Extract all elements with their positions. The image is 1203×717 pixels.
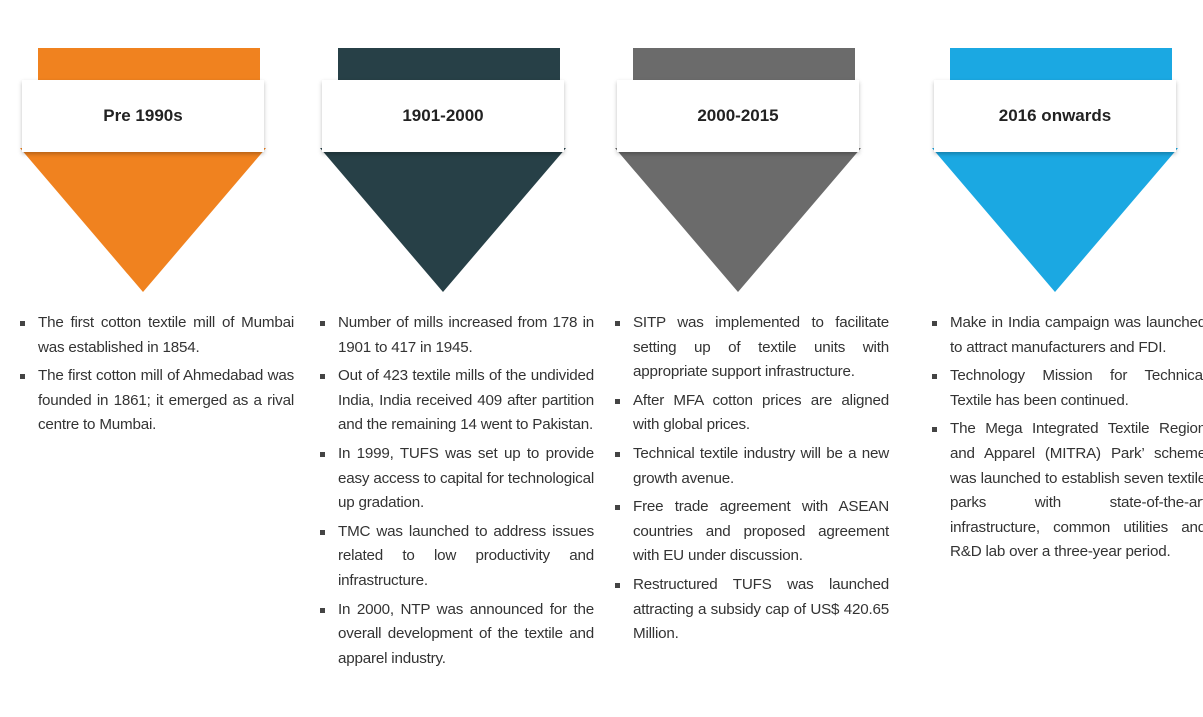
bullet-point: The first cotton textile mill of Mumbai …: [20, 311, 294, 360]
timeline-column: 2000-2015 SITP was implemented to facilit…: [615, 0, 905, 717]
timeline-column: 1901-2000 Number of mills increased from …: [320, 0, 610, 717]
column-title: 2016 onwards: [934, 80, 1176, 152]
bullet-point: In 2000, NTP was announced for the overa…: [320, 598, 594, 672]
arrow-triangle: [932, 148, 1178, 292]
column-title: 1901-2000: [322, 80, 564, 152]
bullet-point: After MFA cotton prices are aligned with…: [615, 389, 889, 438]
arrow-triangle: [615, 148, 861, 292]
bullet-point: Technical textile industry will be a new…: [615, 442, 889, 491]
bullet-point: The Mega Integrated Textile Region and A…: [932, 417, 1203, 565]
timeline-column: Pre 1990s The first cotton textile mill o…: [20, 0, 310, 717]
bullet-point: Out of 423 textile mills of the undivide…: [320, 364, 594, 438]
bullet-point: The first cotton mill of Ahmedabad was f…: [20, 364, 294, 438]
triangle: [932, 148, 1178, 292]
arrow-triangle: [320, 148, 566, 292]
bullet-point: SITP was implemented to facilitate setti…: [615, 311, 889, 385]
bullet-point: TMC was launched to address issues relat…: [320, 520, 594, 594]
bullet-point: Technology Mission for Technical Textile…: [932, 364, 1203, 413]
column-title: Pre 1990s: [22, 80, 264, 152]
bullet-point: Free trade agreement with ASEAN countrie…: [615, 495, 889, 569]
bullet-list: Make in India campaign was launched to a…: [932, 311, 1203, 569]
triangle: [20, 148, 266, 292]
bullet-point: Restructured TUFS was launched attractin…: [615, 573, 889, 647]
bullet-list: The first cotton textile mill of Mumbai …: [20, 311, 294, 442]
triangle: [615, 148, 861, 292]
triangle: [320, 148, 566, 292]
bullet-list: SITP was implemented to facilitate setti…: [615, 311, 889, 651]
bullet-point: Number of mills increased from 178 in 19…: [320, 311, 594, 360]
timeline-column: 2016 onwards Make in India campaign was l…: [932, 0, 1203, 717]
arrow-triangle: [20, 148, 266, 292]
bullet-list: Number of mills increased from 178 in 19…: [320, 311, 594, 675]
bullet-point: In 1999, TUFS was set up to provide easy…: [320, 442, 594, 516]
bullet-point: Make in India campaign was launched to a…: [932, 311, 1203, 360]
column-title: 2000-2015: [617, 80, 859, 152]
